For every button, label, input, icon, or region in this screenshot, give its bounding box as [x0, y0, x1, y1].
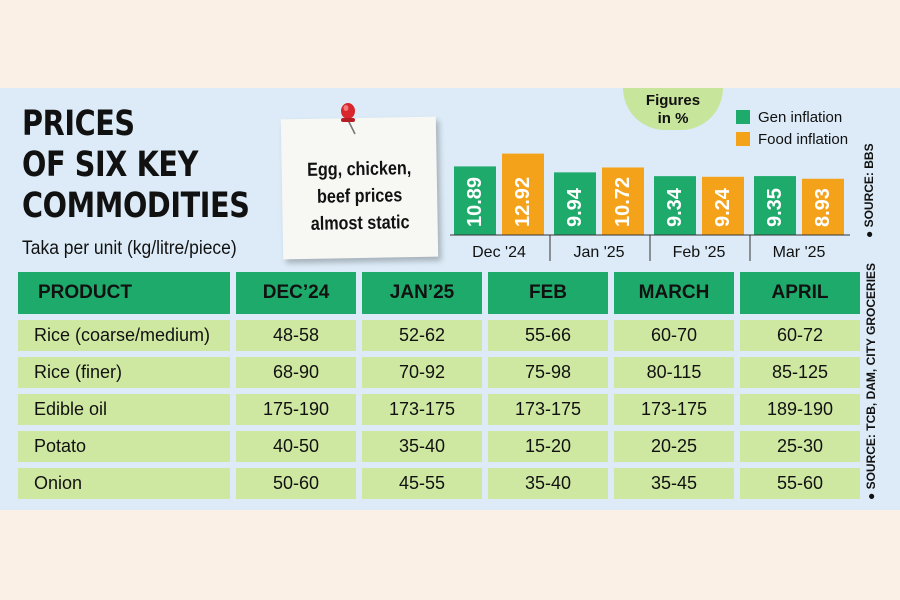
header-april: APRIL — [740, 272, 860, 314]
row-rice-coarse-april: 60-72 — [740, 320, 860, 351]
note-card: Egg, chicken, beef prices almost static — [280, 116, 439, 260]
row-onion-jan: 45-55 — [362, 468, 482, 499]
row-onion-dec: 50-60 — [236, 468, 356, 499]
bar-food-1 — [602, 167, 644, 235]
row-rice-coarse-feb: 55-66 — [488, 320, 608, 351]
note-text: Egg, chicken, beef prices almost static — [306, 158, 412, 235]
chart-legend: Gen inflation Food inflation — [736, 106, 848, 150]
bar-label-gen-1: 9.94 — [564, 187, 586, 227]
bar-food-2 — [702, 176, 744, 235]
bar-food-3 — [802, 178, 844, 235]
legend-label-gen: Gen inflation — [758, 108, 843, 126]
bar-label-food-2: 9.24 — [712, 187, 734, 227]
row-edible-oil-dec: 175-190 — [236, 394, 356, 425]
units-badge-text: Figures in % — [645, 92, 701, 127]
row-potato-dec: 40-50 — [236, 431, 356, 462]
category-label-1: Jan '25 — [573, 244, 624, 261]
row-rice-coarse-jan: 52-62 — [362, 320, 482, 351]
row-potato-jan: 35-40 — [362, 431, 482, 462]
row-rice-coarse-product: Rice (coarse/medium) — [18, 320, 230, 351]
bar-gen-1 — [554, 172, 596, 235]
source-tcb: ● SOURCE: TCB, DAM, CITY GROCERIES — [864, 262, 878, 500]
headline-line-1: PRICES — [22, 104, 135, 144]
row-rice-finer-april: 85-125 — [740, 357, 860, 388]
bar-gen-0 — [454, 166, 496, 235]
row-onion-feb: 35-40 — [488, 468, 608, 499]
row-potato-feb: 15-20 — [488, 431, 608, 462]
row-potato-product: Potato — [18, 431, 230, 462]
category-label-0: Dec '24 — [472, 244, 526, 261]
row-rice-finer-jan: 70-92 — [362, 357, 482, 388]
legend-swatch-gen — [736, 110, 750, 124]
row-rice-finer-product: Rice (finer) — [18, 357, 230, 388]
bar-gen-2 — [654, 176, 696, 235]
push-pin-icon — [341, 103, 356, 135]
row-potato-april: 25-30 — [740, 431, 860, 462]
row-rice-finer-dec: 68-90 — [236, 357, 356, 388]
bar-label-food-3: 8.93 — [812, 188, 834, 227]
bar-gen-3 — [754, 176, 796, 235]
bar-label-gen-3: 9.35 — [764, 188, 786, 227]
header-jan25: JAN’25 — [362, 272, 482, 314]
header-dec24: DEC’24 — [236, 272, 356, 314]
row-rice-finer-feb: 75-98 — [488, 357, 608, 388]
bar-label-gen-0: 10.89 — [464, 177, 486, 227]
legend-label-food: Food inflation — [758, 130, 849, 148]
row-potato-march: 20-25 — [614, 431, 734, 462]
legend-swatch-food — [736, 132, 750, 146]
row-edible-oil-jan: 173-175 — [362, 394, 482, 425]
header-march: MARCH — [614, 272, 734, 314]
bar-label-gen-2: 9.34 — [664, 187, 686, 227]
bar-label-food-1: 10.72 — [612, 177, 634, 227]
row-edible-oil-product: Edible oil — [18, 394, 230, 425]
row-edible-oil-april: 189-190 — [740, 394, 860, 425]
row-rice-coarse-march: 60-70 — [614, 320, 734, 351]
row-onion-april: 55-60 — [740, 468, 860, 499]
inflation-bar-chart: 10.89 12.92 Dec '24 9.94 10.72 Jan '25 9.34 9.2… — [450, 153, 850, 261]
category-label-2: Feb '25 — [673, 244, 726, 261]
units-badge: Figures in % — [623, 88, 723, 130]
headline-line-2: OF SIX KEY — [22, 145, 198, 185]
legend-item-gen: Gen inflation — [736, 106, 848, 128]
legend-item-food: Food inflation — [736, 128, 848, 150]
bar-label-food-0: 12.92 — [512, 177, 534, 227]
row-onion-march: 35-45 — [614, 468, 734, 499]
row-edible-oil-march: 173-175 — [614, 394, 734, 425]
row-edible-oil-feb: 173-175 — [488, 394, 608, 425]
unit-subtitle: Taka per unit (kg/litre/piece) — [22, 238, 237, 259]
prices-table: PRODUCT DEC’24 JAN’25 FEB MARCH APRIL Ri… — [18, 272, 860, 499]
headline: PRICES OF SIX KEY COMMODITIES — [22, 104, 250, 227]
row-rice-finer-march: 80-115 — [614, 357, 734, 388]
source-bbs: ● SOURCE: BBS — [862, 143, 876, 238]
category-label-3: Mar '25 — [773, 244, 826, 261]
header-feb: FEB — [488, 272, 608, 314]
headline-line-3: COMMODITIES — [22, 186, 250, 226]
header-product: PRODUCT — [18, 272, 230, 314]
bar-food-0 — [502, 153, 544, 235]
row-onion-product: Onion — [18, 468, 230, 499]
row-rice-coarse-dec: 48-58 — [236, 320, 356, 351]
